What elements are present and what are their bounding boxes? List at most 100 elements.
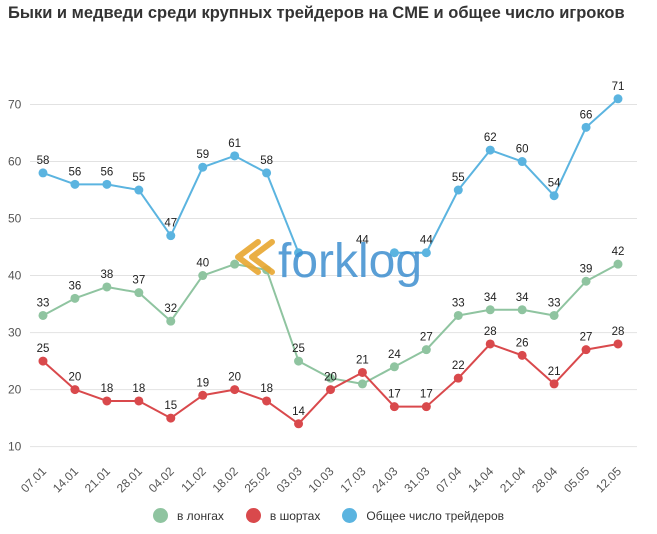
watermark-text: forklog <box>278 235 422 288</box>
series-line-segment <box>425 314 460 351</box>
data-point <box>517 305 527 315</box>
series-line-segment <box>553 280 587 317</box>
legend-marker <box>342 508 358 523</box>
x-tick-label: 10.03 <box>305 464 336 495</box>
series-line-segment <box>521 354 555 385</box>
data-point <box>38 310 48 320</box>
data-label: 59 <box>196 149 209 161</box>
series-line-segment <box>265 269 300 362</box>
y-tick-label: 60 <box>8 155 22 169</box>
series-line-segment <box>361 365 395 385</box>
data-label: 39 <box>580 263 593 275</box>
data-point <box>581 122 591 132</box>
data-label: 54 <box>548 178 561 190</box>
x-tick-label: 05.05 <box>561 464 592 495</box>
x-tick-label: 31.03 <box>401 464 432 495</box>
x-tick-label: 14.04 <box>465 464 496 495</box>
x-tick-label: 07.04 <box>433 464 464 495</box>
data-label: 14 <box>292 406 305 418</box>
data-label: 60 <box>516 144 529 156</box>
data-label: 27 <box>580 332 593 344</box>
x-tick-label: 04.02 <box>146 464 177 495</box>
data-label: 20 <box>228 372 241 384</box>
data-point <box>70 293 80 303</box>
data-label: 47 <box>164 218 177 230</box>
data-point <box>581 345 591 355</box>
series-line-segment <box>169 166 204 237</box>
x-axis-ticks: 07.01 14.01 21.01 28.01 04.02 11.02 18.02 25.02… <box>18 464 624 495</box>
data-label: 25 <box>37 343 50 355</box>
data-label: 56 <box>69 166 82 178</box>
data-point <box>230 385 240 395</box>
data-label: 22 <box>452 360 465 372</box>
series-line-segment <box>425 189 460 254</box>
y-tick-label: 50 <box>8 212 22 226</box>
data-point <box>421 248 431 258</box>
data-point <box>134 288 144 298</box>
data-label: 66 <box>580 109 593 121</box>
data-point <box>102 396 112 406</box>
data-label: 58 <box>37 155 50 167</box>
series-line-segment <box>106 183 140 192</box>
x-tick-label: 03.03 <box>274 464 305 495</box>
legend-label: в шортах <box>269 508 321 523</box>
y-tick-label: 20 <box>8 383 22 397</box>
data-point <box>166 316 176 326</box>
series-line-segment <box>234 388 267 402</box>
data-point <box>389 248 399 258</box>
series-line-segment <box>521 160 555 197</box>
data-point <box>198 390 208 400</box>
data-point <box>198 162 208 172</box>
data-point <box>485 305 495 315</box>
legend-marker <box>245 508 261 523</box>
legend-label: в лонгах <box>176 508 224 523</box>
data-label: 56 <box>100 166 113 178</box>
series-line-segment <box>585 98 619 129</box>
series-line-segment <box>553 348 587 385</box>
series-line-segment <box>457 149 492 191</box>
y-tick-label: 40 <box>8 269 22 283</box>
data-label: 33 <box>548 297 561 309</box>
series-line-segment <box>521 308 555 317</box>
data-point <box>389 402 399 412</box>
x-tick-label: 28.04 <box>529 464 560 495</box>
series-line-segment <box>42 171 76 186</box>
data-label: 17 <box>388 389 401 401</box>
data-label: 61 <box>228 138 241 150</box>
data-point <box>453 310 463 320</box>
data-label: 55 <box>132 172 145 184</box>
data-point <box>453 373 463 383</box>
data-label: 28 <box>612 326 625 338</box>
data-point <box>294 356 304 366</box>
data-label: 44 <box>356 235 369 247</box>
data-label: 36 <box>69 280 82 292</box>
data-point <box>134 396 144 406</box>
series-line-segment <box>298 360 331 380</box>
series-line-segment <box>74 286 108 300</box>
series-line-segment <box>297 388 332 425</box>
data-point <box>326 385 335 395</box>
data-point <box>70 385 80 395</box>
data-point <box>102 179 112 189</box>
x-tick-label: 24.03 <box>369 464 400 495</box>
data-point <box>230 259 240 269</box>
legend-marker <box>152 508 168 523</box>
data-label: 42 <box>612 246 625 258</box>
x-tick-label: 17.03 <box>337 464 368 495</box>
x-tick-label: 11.02 <box>178 464 209 495</box>
series-line-segment <box>585 342 619 351</box>
data-point <box>421 345 431 355</box>
x-tick-label: 12.05 <box>593 464 624 495</box>
series-line-segment <box>361 371 396 408</box>
series-line-segment <box>489 149 523 163</box>
data-point <box>485 145 495 155</box>
data-label: 33 <box>37 297 50 309</box>
data-label: 21 <box>356 354 369 366</box>
data-point <box>357 367 367 377</box>
series-lines <box>42 98 619 425</box>
series-line-segment <box>138 400 172 419</box>
legend-label: Общее число трейдеров <box>366 508 505 523</box>
chart-title: Быки и медведи среди крупных трейдеров н… <box>8 4 625 22</box>
data-label: 20 <box>324 372 337 384</box>
